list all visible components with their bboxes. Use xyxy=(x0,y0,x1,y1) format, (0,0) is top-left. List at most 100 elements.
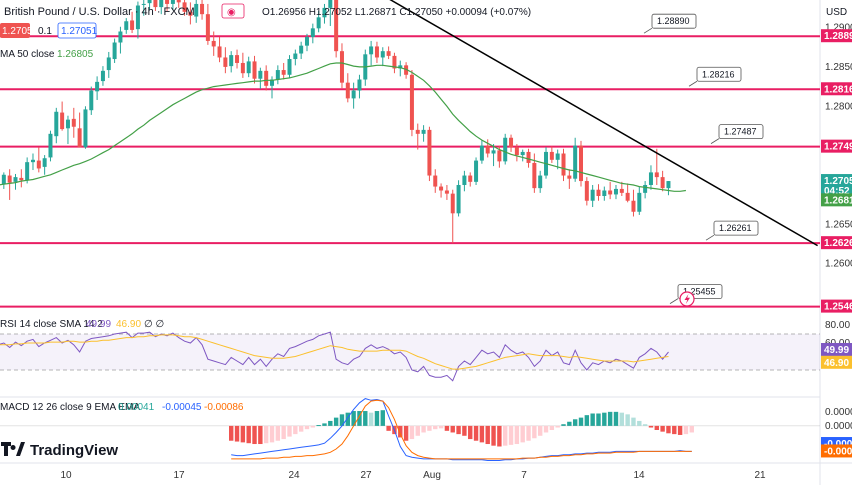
buy-price-button[interactable] xyxy=(57,22,97,39)
axis-tag-text-3: 1.2705 xyxy=(824,176,852,187)
macd-hist-bar-61 xyxy=(584,415,590,426)
level-label-text-0: 1.28890 xyxy=(657,16,690,26)
macd-hist-bar-34 xyxy=(427,425,432,431)
candle-body-53 xyxy=(304,36,309,46)
rsi-legend-label[interactable]: RSI 14 close SMA 14 2 xyxy=(0,319,103,330)
candle-body-34 xyxy=(194,3,199,17)
level-label-text-1: 1.28216 xyxy=(702,69,735,79)
macd-hist-bar-31 xyxy=(409,425,415,440)
macd-hist-bar-66 xyxy=(613,411,619,426)
price-tick-0: 1.2900 xyxy=(825,23,852,34)
macd-hist-bar-23 xyxy=(363,411,368,426)
ma50-line xyxy=(0,62,686,192)
time-tick-7: 21 xyxy=(754,470,766,481)
tradingview-logo-icon xyxy=(1,442,25,456)
candle-body-82 xyxy=(474,160,479,182)
time-tick-4: Aug xyxy=(423,470,441,481)
candle-body-85 xyxy=(491,150,496,154)
level-label-box-3 xyxy=(713,220,759,236)
candle-body-28 xyxy=(159,0,164,8)
macd-hist-bar-47 xyxy=(503,425,508,446)
indicator-toggle-chip[interactable] xyxy=(221,3,245,19)
candle-body-74 xyxy=(427,129,432,176)
rsi-tick-0: 80.00 xyxy=(825,320,850,331)
macd-hist-bar-24 xyxy=(368,412,374,426)
macd-tag-bg-1 xyxy=(821,444,852,458)
rsi-tag-bg-0 xyxy=(821,343,852,357)
candle-body-84 xyxy=(485,145,490,154)
axis-tag-bg-0 xyxy=(821,29,852,43)
sell-price-button[interactable] xyxy=(0,23,30,38)
rsi-legend-value2: 46.90 xyxy=(116,319,141,330)
candle-body-54 xyxy=(310,28,315,37)
macd-hist-bar-57 xyxy=(561,424,566,426)
price-tick-5: 1.2650 xyxy=(825,219,852,230)
level-label-box-2 xyxy=(718,124,764,140)
ma-legend-label[interactable]: MA 50 close xyxy=(0,49,55,60)
level-label-leader-0 xyxy=(643,27,653,34)
x-axis-ticks: 10 17 24 27 Aug 7 14 21 xyxy=(60,470,766,481)
macd-hist-bar-32 xyxy=(415,425,420,436)
candle-body-27 xyxy=(153,0,158,8)
axis-tag-bg-2 xyxy=(821,139,852,153)
candle-body-98 xyxy=(567,175,572,179)
macd-hist-bar-5 xyxy=(258,425,263,445)
macd-hist-bar-39 xyxy=(456,425,461,435)
symbol-title[interactable]: British Pound / U.S. Dollar · 4h · FXCM xyxy=(4,6,195,18)
tradingview-logo[interactable]: TradingView xyxy=(0,440,118,460)
candle-body-81 xyxy=(468,175,473,182)
candles[interactable] xyxy=(0,0,671,244)
candle-body-72 xyxy=(415,129,420,134)
candle-body-26 xyxy=(147,0,152,4)
candle-body-75 xyxy=(433,175,438,187)
candle-body-89 xyxy=(514,147,519,156)
macd-hist-bar-60 xyxy=(578,417,584,426)
chart-legend: British Pound / U.S. Dollar · 4h · FXCM … xyxy=(0,3,847,413)
level-labels[interactable]: 1.28890 1.28216 1.27487 1.26261 1.25455 xyxy=(643,13,764,304)
macd-hist-bar-7 xyxy=(269,425,275,443)
candle-body-80 xyxy=(462,175,467,185)
macd-hist-bar-21 xyxy=(351,411,356,426)
candle-body-91 xyxy=(526,151,531,163)
candle-body-61 xyxy=(351,90,356,99)
candle-body-99 xyxy=(573,145,578,179)
candle-body-21 xyxy=(118,31,123,43)
spread-value: 0.1 xyxy=(38,26,52,37)
candle-body-68 xyxy=(392,55,397,69)
axis-tag-text-2: 1.2749 xyxy=(824,142,852,153)
rsi-legend-value3: ∅ ∅ xyxy=(144,319,164,330)
candle-body-96 xyxy=(555,153,560,160)
horizontal-levels[interactable] xyxy=(0,35,820,308)
macd-legend-label[interactable]: MACD 12 26 close 9 EMA EMA xyxy=(0,402,140,413)
candle-body-109 xyxy=(631,200,636,212)
candle-body-103 xyxy=(596,189,601,197)
candle-body-13 xyxy=(71,118,76,127)
candle-body-9 xyxy=(48,133,53,158)
macd-hist-bar-2 xyxy=(240,425,246,443)
macd-hist-bar-11 xyxy=(293,425,298,435)
rsi-legend-value1: 49.99 xyxy=(86,319,111,330)
macd-legend-value1: 0.00041 xyxy=(118,402,155,413)
candle-body-110 xyxy=(637,192,642,212)
lightning-event-icon[interactable] xyxy=(679,291,695,307)
macd-hist-bar-53 xyxy=(537,425,543,436)
candle-body-93 xyxy=(538,175,543,189)
macd-pane[interactable] xyxy=(229,398,694,461)
axis-tag-bg-6 xyxy=(821,299,852,313)
candle-body-49 xyxy=(281,70,286,75)
macd-hist-bar-49 xyxy=(514,425,520,445)
trendline-group[interactable] xyxy=(336,0,818,247)
candle-body-58 xyxy=(334,0,339,52)
macd-hist-bar-40 xyxy=(462,425,467,436)
candle-body-10 xyxy=(54,111,59,137)
rsi-pane[interactable] xyxy=(0,331,669,382)
macd-hist-bar-37 xyxy=(444,425,450,431)
candle-body-38 xyxy=(217,46,222,58)
macd-hist-bar-70 xyxy=(637,420,642,426)
candle-body-23 xyxy=(130,20,135,30)
macd-hist-bar-1 xyxy=(234,425,240,442)
axis-tag-text-0: 1.2889 xyxy=(824,31,852,42)
macd-line xyxy=(231,398,692,461)
macd-hist-bar-59 xyxy=(572,419,578,426)
